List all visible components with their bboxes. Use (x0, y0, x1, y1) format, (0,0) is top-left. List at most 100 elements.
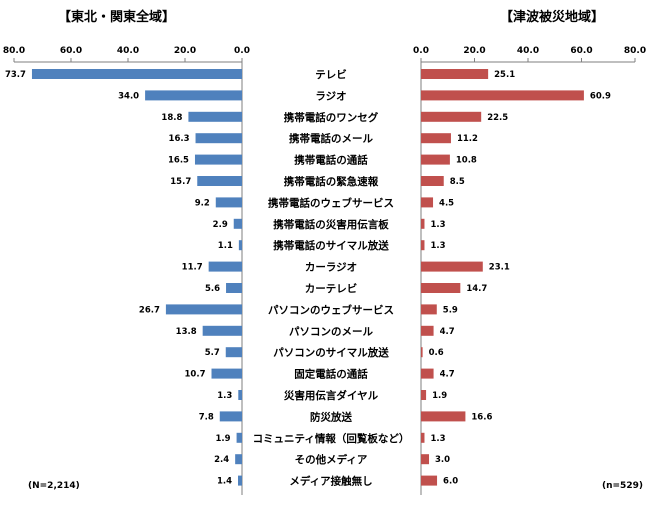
left-bar-value: 2.4 (214, 455, 229, 465)
right-bar (421, 325, 434, 336)
left-bar (188, 111, 242, 122)
right-bar-value: 6.0 (443, 477, 458, 487)
left-bar-value: 1.9 (216, 434, 231, 444)
right-bar (421, 368, 434, 379)
left-bar-value: 11.7 (182, 263, 203, 273)
right-bar-value: 4.7 (440, 370, 455, 380)
left-sample-size: (N=2,214) (28, 481, 80, 491)
left-bar-value: 16.5 (168, 156, 189, 166)
left-bar (197, 176, 242, 186)
left-bar-value: 10.7 (185, 370, 206, 380)
right-bar-value: 23.1 (489, 263, 510, 273)
right-sample-size: (n=529) (602, 481, 643, 491)
category-label: 携帯電話のワンセグ (284, 111, 379, 124)
right-bar-value: 14.7 (466, 284, 487, 294)
category-label: 携帯電話のメール (289, 132, 373, 145)
right-bar-value: 1.3 (430, 241, 445, 251)
left-bar-value: 18.8 (161, 113, 182, 123)
right-bar-value: 1.3 (430, 434, 445, 444)
left-bar (238, 240, 242, 251)
left-bar (235, 454, 242, 465)
left-bar-value: 1.1 (218, 241, 233, 251)
left-bar-value: 2.9 (213, 220, 228, 230)
right-bar (421, 69, 489, 79)
category-label: 携帯電話の災害用伝言板 (273, 218, 389, 231)
right-bar-value: 25.1 (494, 70, 515, 80)
left-tick-label: 80.0 (3, 46, 25, 56)
right-bar-value: 1.9 (432, 391, 447, 401)
category-label: パソコンのメール (289, 326, 373, 338)
left-tick-label: 20.0 (174, 46, 196, 56)
right-bar (421, 390, 427, 400)
category-label: 携帯電話のサイマル放送 (273, 239, 389, 252)
left-bar (215, 197, 242, 208)
category-label: テレビ (315, 68, 347, 81)
left-bar-value: 73.7 (5, 70, 26, 80)
right-tick-label: 80.0 (624, 46, 646, 56)
left-bar (31, 69, 242, 79)
right-bar-value: 11.2 (457, 134, 478, 144)
right-bar (421, 197, 434, 208)
right-bar (421, 218, 425, 229)
left-bar-value: 9.2 (195, 198, 210, 208)
left-bar (194, 154, 242, 165)
left-bar-value: 34.0 (118, 91, 139, 101)
left-bar-value: 7.8 (199, 412, 214, 422)
right-tick-label: 60.0 (570, 46, 592, 56)
right-bar (421, 304, 437, 315)
right-bar (421, 133, 451, 144)
left-bar-value: 5.7 (205, 348, 220, 358)
right-bar (421, 261, 483, 272)
left-bar (238, 475, 242, 486)
left-bar-value: 13.8 (176, 327, 197, 337)
right-tick-label: 20.0 (463, 46, 485, 56)
category-label: 携帯電話のウェブサービス (268, 196, 394, 209)
right-bar-value: 0.6 (429, 348, 444, 358)
left-tick-label: 40.0 (117, 46, 139, 56)
category-label: パソコンのサイマル放送 (273, 346, 389, 359)
left-bar (219, 411, 242, 422)
right-bar-value: 8.5 (450, 177, 465, 187)
left-bar (225, 347, 242, 358)
category-label: パソコンのウェブサービス (268, 303, 394, 316)
left-bar (233, 218, 242, 229)
category-label: 固定電話の通話 (294, 368, 368, 381)
right-tick-label: 40.0 (517, 46, 539, 56)
left-bar (226, 283, 242, 293)
left-bar (195, 133, 242, 144)
right-bar (421, 154, 450, 165)
left-bar (236, 432, 242, 443)
right-bar (421, 432, 425, 443)
right-bar (421, 111, 482, 122)
left-bar (238, 390, 242, 400)
right-tick-label: 0.0 (413, 46, 429, 56)
category-label: 携帯電話の緊急速報 (284, 175, 379, 188)
right-bar (421, 411, 466, 422)
left-bar-value: 5.6 (205, 284, 220, 294)
category-label: ラジオ (315, 90, 346, 102)
left-bar (145, 90, 242, 101)
right-bar-value: 3.0 (435, 455, 450, 465)
left-bar-value: 16.3 (169, 134, 190, 144)
right-bar-value: 1.3 (430, 220, 445, 230)
category-label: カーラジオ (305, 262, 357, 274)
right-bar-value: 5.9 (443, 305, 458, 315)
right-bar (421, 454, 430, 465)
right-bar-value: 4.5 (439, 198, 454, 208)
right-bar (421, 475, 438, 486)
left-bar-value: 26.7 (139, 305, 160, 315)
left-bar (211, 368, 242, 379)
right-panel-title: 【津波被災地域】 (500, 10, 605, 25)
left-bar (202, 325, 242, 336)
left-bar-value: 15.7 (170, 177, 191, 187)
category-label: カーテレビ (305, 282, 358, 295)
right-bar (421, 176, 444, 186)
left-bar-value: 1.3 (217, 391, 232, 401)
category-label: その他メディア (295, 453, 368, 466)
left-bar (208, 261, 242, 272)
right-bar-value: 4.7 (440, 327, 455, 337)
right-bar-value: 22.5 (487, 113, 508, 123)
left-tick-label: 60.0 (60, 46, 82, 56)
right-bar-value: 60.9 (590, 91, 611, 101)
